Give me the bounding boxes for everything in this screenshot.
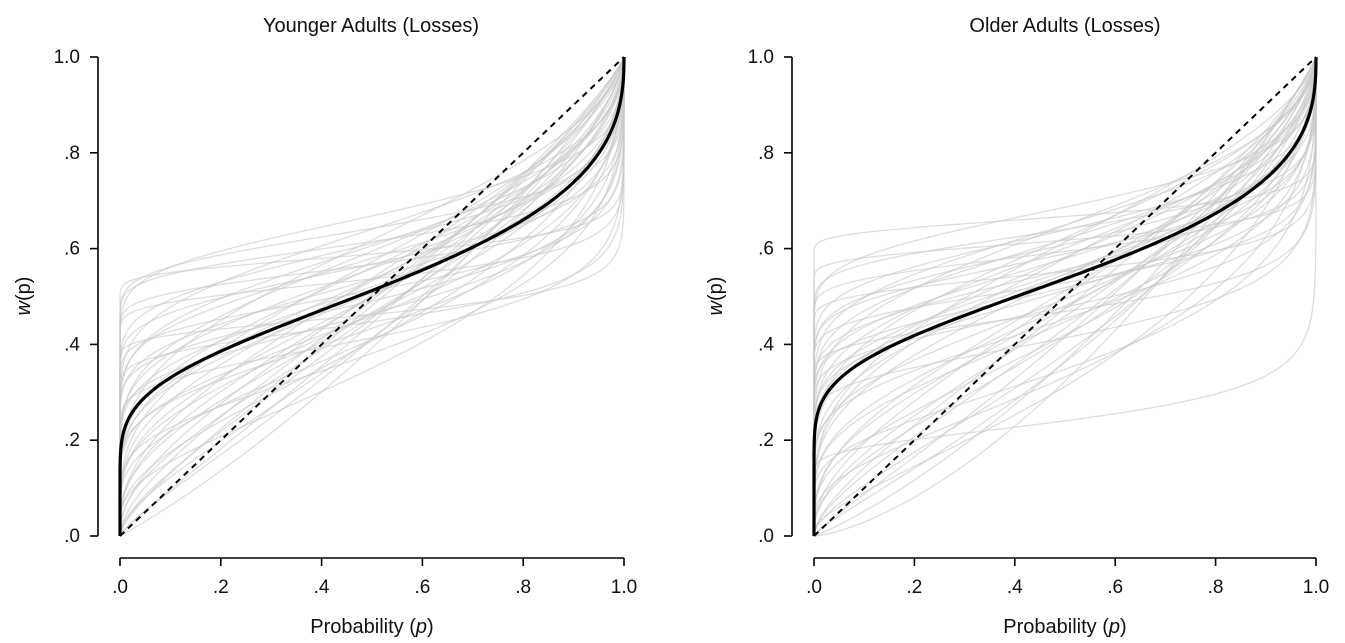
y-tick-label: .0: [64, 526, 80, 547]
individual-curve: [813, 56, 1317, 537]
individual-curves-group: [813, 56, 1317, 537]
individual-curve: [119, 56, 625, 537]
y-tick-label: .8: [758, 143, 774, 164]
y-tick-label: 1.0: [54, 47, 80, 68]
identity-line: [119, 56, 625, 537]
x-tick-label: .0: [806, 577, 822, 598]
y-tick-label: .4: [758, 334, 774, 355]
x-tick-label: .4: [314, 577, 330, 598]
individual-curve: [813, 56, 1317, 537]
individual-curve: [813, 56, 1317, 537]
individual-curve: [813, 56, 1317, 537]
individual-curve: [813, 56, 1317, 537]
mean-curve: [118, 56, 626, 537]
x-tick-label: 1.0: [1303, 577, 1329, 598]
identity-line: [813, 56, 1317, 537]
individual-curve: [119, 56, 625, 537]
x-axis-label: Probability (p): [1003, 616, 1126, 638]
panel-older-adults: Older Adults (Losses) .0 .2 .4 .6 .8 1.0: [705, 15, 1329, 638]
x-tick-label: .4: [1007, 577, 1023, 598]
x-tick-label: .8: [1208, 577, 1224, 598]
individual-curve: [813, 56, 1317, 537]
y-axis-label: w(p): [705, 277, 727, 316]
individual-curve: [119, 56, 625, 537]
individual-curve: [119, 56, 625, 537]
y-tick-label: .6: [758, 239, 774, 260]
individual-curve: [119, 56, 625, 537]
individual-curve: [119, 56, 625, 537]
individual-curve: [813, 56, 1317, 537]
y-tick-label: .8: [64, 143, 80, 164]
individual-curve: [813, 56, 1317, 537]
individual-curve: [119, 56, 625, 537]
x-tick-label: 1.0: [611, 577, 637, 598]
x-axis-label: Probability (p): [310, 616, 433, 638]
y-tick-label: .4: [64, 334, 80, 355]
individual-curve: [813, 56, 1317, 537]
x-tick-label: .8: [515, 577, 531, 598]
y-axis-label: w(p): [13, 277, 35, 316]
x-tick-label: .0: [112, 577, 128, 598]
y-tick-label: .2: [64, 430, 80, 451]
individual-curve: [813, 56, 1317, 537]
x-axis-ticks: .0 .2 .4 .6 .8 1.0: [806, 558, 1329, 598]
y-axis-ticks: .0 .2 .4 .6 .8 1.0: [748, 47, 792, 547]
x-tick-label: .6: [1107, 577, 1123, 598]
individual-curve: [119, 56, 625, 537]
x-tick-label: .2: [906, 577, 922, 598]
individual-curve: [813, 56, 1317, 537]
panel-title: Younger Adults (Losses): [263, 15, 479, 37]
individual-curve: [119, 56, 625, 537]
y-tick-label: .2: [758, 430, 774, 451]
individual-curve: [119, 56, 625, 537]
individual-curve: [119, 56, 625, 537]
mean-curve: [812, 56, 1318, 537]
individual-curve: [813, 56, 1317, 537]
y-tick-label: .0: [758, 526, 774, 547]
individual-curve: [119, 56, 625, 537]
y-tick-label: 1.0: [748, 47, 774, 68]
panel-title: Older Adults (Losses): [969, 15, 1160, 37]
individual-curve: [813, 56, 1317, 537]
individual-curve: [813, 56, 1317, 537]
individual-curve: [119, 56, 625, 537]
x-tick-label: .2: [213, 577, 229, 598]
individual-curve: [119, 56, 625, 537]
individual-curve: [813, 56, 1317, 537]
individual-curve: [813, 56, 1317, 537]
individual-curve: [119, 56, 625, 537]
x-axis-ticks: .0 .2 .4 .6 .8 1.0: [112, 558, 637, 598]
individual-curve: [813, 56, 1317, 537]
individual-curve: [813, 56, 1317, 537]
y-tick-label: .6: [64, 239, 80, 260]
individual-curve: [814, 56, 1317, 537]
individual-curve: [813, 56, 1317, 537]
individual-curve: [119, 56, 625, 537]
individual-curve: [813, 56, 1317, 537]
individual-curves-group: [119, 56, 625, 537]
panel-younger-adults: Younger Adults (Losses) .0 .2 .4 .6 .8 1…: [13, 15, 637, 638]
y-axis-ticks: .0 .2 .4 .6 .8 1.0: [54, 47, 98, 547]
individual-curve: [813, 56, 1317, 537]
individual-curve: [119, 56, 625, 537]
individual-curve: [813, 56, 1317, 537]
individual-curve: [119, 56, 625, 537]
x-tick-label: .6: [414, 577, 430, 598]
individual-curve: [119, 56, 625, 537]
individual-curve: [119, 56, 625, 537]
individual-curve: [813, 56, 1317, 537]
individual-curve: [813, 56, 1317, 537]
individual-curve: [119, 56, 625, 537]
individual-curve: [813, 56, 1317, 537]
